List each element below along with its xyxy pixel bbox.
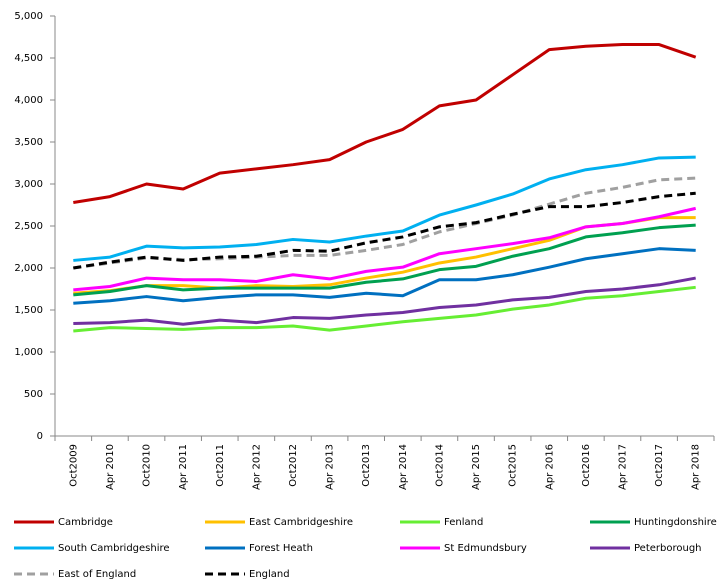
x-tick-label: Apr 2014 <box>398 444 409 490</box>
x-tick-label: Apr 2018 <box>691 444 702 490</box>
line-series <box>73 276 696 326</box>
legend-label: East Cambridgeshire <box>249 517 353 528</box>
legend-label: Cambridge <box>58 517 113 528</box>
y-tick-label: 4,500 <box>14 53 43 64</box>
x-tick-label: Oct2016 <box>581 444 592 487</box>
x-tick-label: Oct2010 <box>142 444 153 487</box>
x-tick-label: Apr 2012 <box>251 444 262 490</box>
x-tick-label: Oct2014 <box>434 444 445 487</box>
x-tick-label: Apr 2010 <box>105 444 116 490</box>
x-tick-label: Apr 2015 <box>471 444 482 490</box>
y-tick-label: 2,000 <box>14 263 43 274</box>
y-tick-label: 0 <box>37 431 43 442</box>
line-series <box>73 247 696 305</box>
y-tick-label: 500 <box>24 389 43 400</box>
line-series <box>73 191 696 270</box>
x-tick-label: Apr 2017 <box>617 444 628 490</box>
y-tick-label: 3,500 <box>14 137 43 148</box>
legend-label: Forest Heath <box>249 543 313 554</box>
line-series <box>73 155 696 262</box>
line-series <box>73 206 697 292</box>
legend-label: Fenland <box>444 517 483 528</box>
line-series <box>73 285 696 333</box>
y-tick-label: 4,000 <box>14 95 43 106</box>
y-tick-label: 3,000 <box>14 179 43 190</box>
legend-label: South Cambridgeshire <box>58 543 170 554</box>
x-tick-label: Oct2017 <box>654 444 665 487</box>
legend-label: Huntingdonshire <box>634 517 717 528</box>
line-series <box>73 223 696 297</box>
legend-label: East of England <box>58 569 136 580</box>
line-series <box>73 43 697 204</box>
x-tick-label: Oct2009 <box>68 444 79 487</box>
x-tick-label: Apr 2016 <box>544 444 555 490</box>
legend-label: St Edmundsbury <box>444 543 527 554</box>
x-tick-label: Oct2015 <box>508 444 519 487</box>
x-tick-label: Oct2013 <box>361 444 372 487</box>
y-tick-label: 5,000 <box>14 11 43 22</box>
x-tick-label: Oct2011 <box>215 444 226 487</box>
legend-label: England <box>249 569 290 580</box>
legend-label: Peterborough <box>634 543 702 554</box>
x-tick-label: Apr 2011 <box>178 444 189 490</box>
y-tick-label: 1,500 <box>14 305 43 316</box>
y-tick-label: 2,500 <box>14 221 43 232</box>
y-tick-label: 1,000 <box>14 347 43 358</box>
line-series <box>73 176 696 270</box>
x-tick-label: Apr 2013 <box>325 444 336 490</box>
x-tick-label: Oct2012 <box>288 444 299 487</box>
